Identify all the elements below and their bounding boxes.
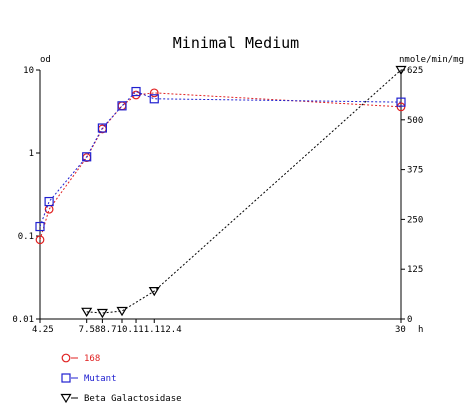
chart-title: Minimal Medium (173, 34, 299, 52)
data-point-square (131, 86, 141, 97)
x-unit-label: h (418, 325, 423, 335)
series-2 (81, 65, 407, 319)
right-tick-label: 250 (407, 215, 423, 225)
data-point-triangle (81, 307, 93, 317)
series-layer (35, 65, 407, 319)
data-point-square (396, 97, 406, 107)
legend-item: 168 (61, 353, 100, 364)
data-point-circle (149, 88, 159, 98)
data-point-square (149, 94, 159, 104)
data-point-square (97, 123, 107, 133)
left-axis-label: od (40, 55, 51, 65)
data-point-triangle (395, 65, 407, 76)
legend-label: 168 (84, 354, 100, 364)
legend: 168 Mutant Beta Galactosidase (60, 353, 182, 404)
series-line (86, 69, 402, 314)
x-tick-label: 7.588.710.111.112.4 (79, 325, 182, 335)
left-tick-label: 0.01 (12, 315, 34, 325)
left-tick-label: 1 (29, 149, 34, 159)
x-tick-label: 4.25 (32, 325, 54, 335)
data-point-triangle (60, 393, 72, 404)
legend-item: Beta Galactosidase (60, 393, 182, 404)
left-tick-label: 0.1 (18, 232, 34, 242)
left-tick-label: 10 (23, 66, 34, 76)
data-point-circle (44, 204, 54, 214)
series-line (39, 92, 402, 240)
right-axis-label: nmole/min/mg (399, 55, 464, 65)
data-point-circle (117, 101, 127, 111)
right-tick-label: 0 (407, 315, 412, 325)
data-point-triangle (96, 308, 108, 319)
data-point-square (35, 221, 45, 232)
data-point-circle (35, 235, 45, 245)
right-tick-label: 375 (407, 166, 423, 176)
data-point-triangle (148, 287, 160, 297)
data-point-square (82, 152, 92, 162)
axis-ticks: 0.01 0.1 1 10 0 125 250 375 500 625 4.25 7.588.710.… (12, 66, 423, 335)
series-line (39, 90, 402, 227)
data-point-triangle (116, 306, 128, 317)
series-0 (35, 88, 406, 245)
data-point-square (117, 101, 127, 111)
data-point-square (44, 196, 54, 207)
right-tick-label: 500 (407, 116, 423, 126)
x-tick-label: 30 (395, 325, 406, 335)
data-point-square (61, 373, 71, 383)
data-point-circle (396, 102, 406, 112)
right-tick-label: 625 (407, 66, 423, 76)
right-tick-label: 125 (407, 265, 423, 275)
data-point-circle (61, 353, 71, 363)
series-1 (35, 86, 406, 232)
legend-label: Mutant (84, 374, 117, 384)
legend-label: Beta Galactosidase (84, 394, 182, 404)
legend-item: Mutant (61, 373, 117, 384)
